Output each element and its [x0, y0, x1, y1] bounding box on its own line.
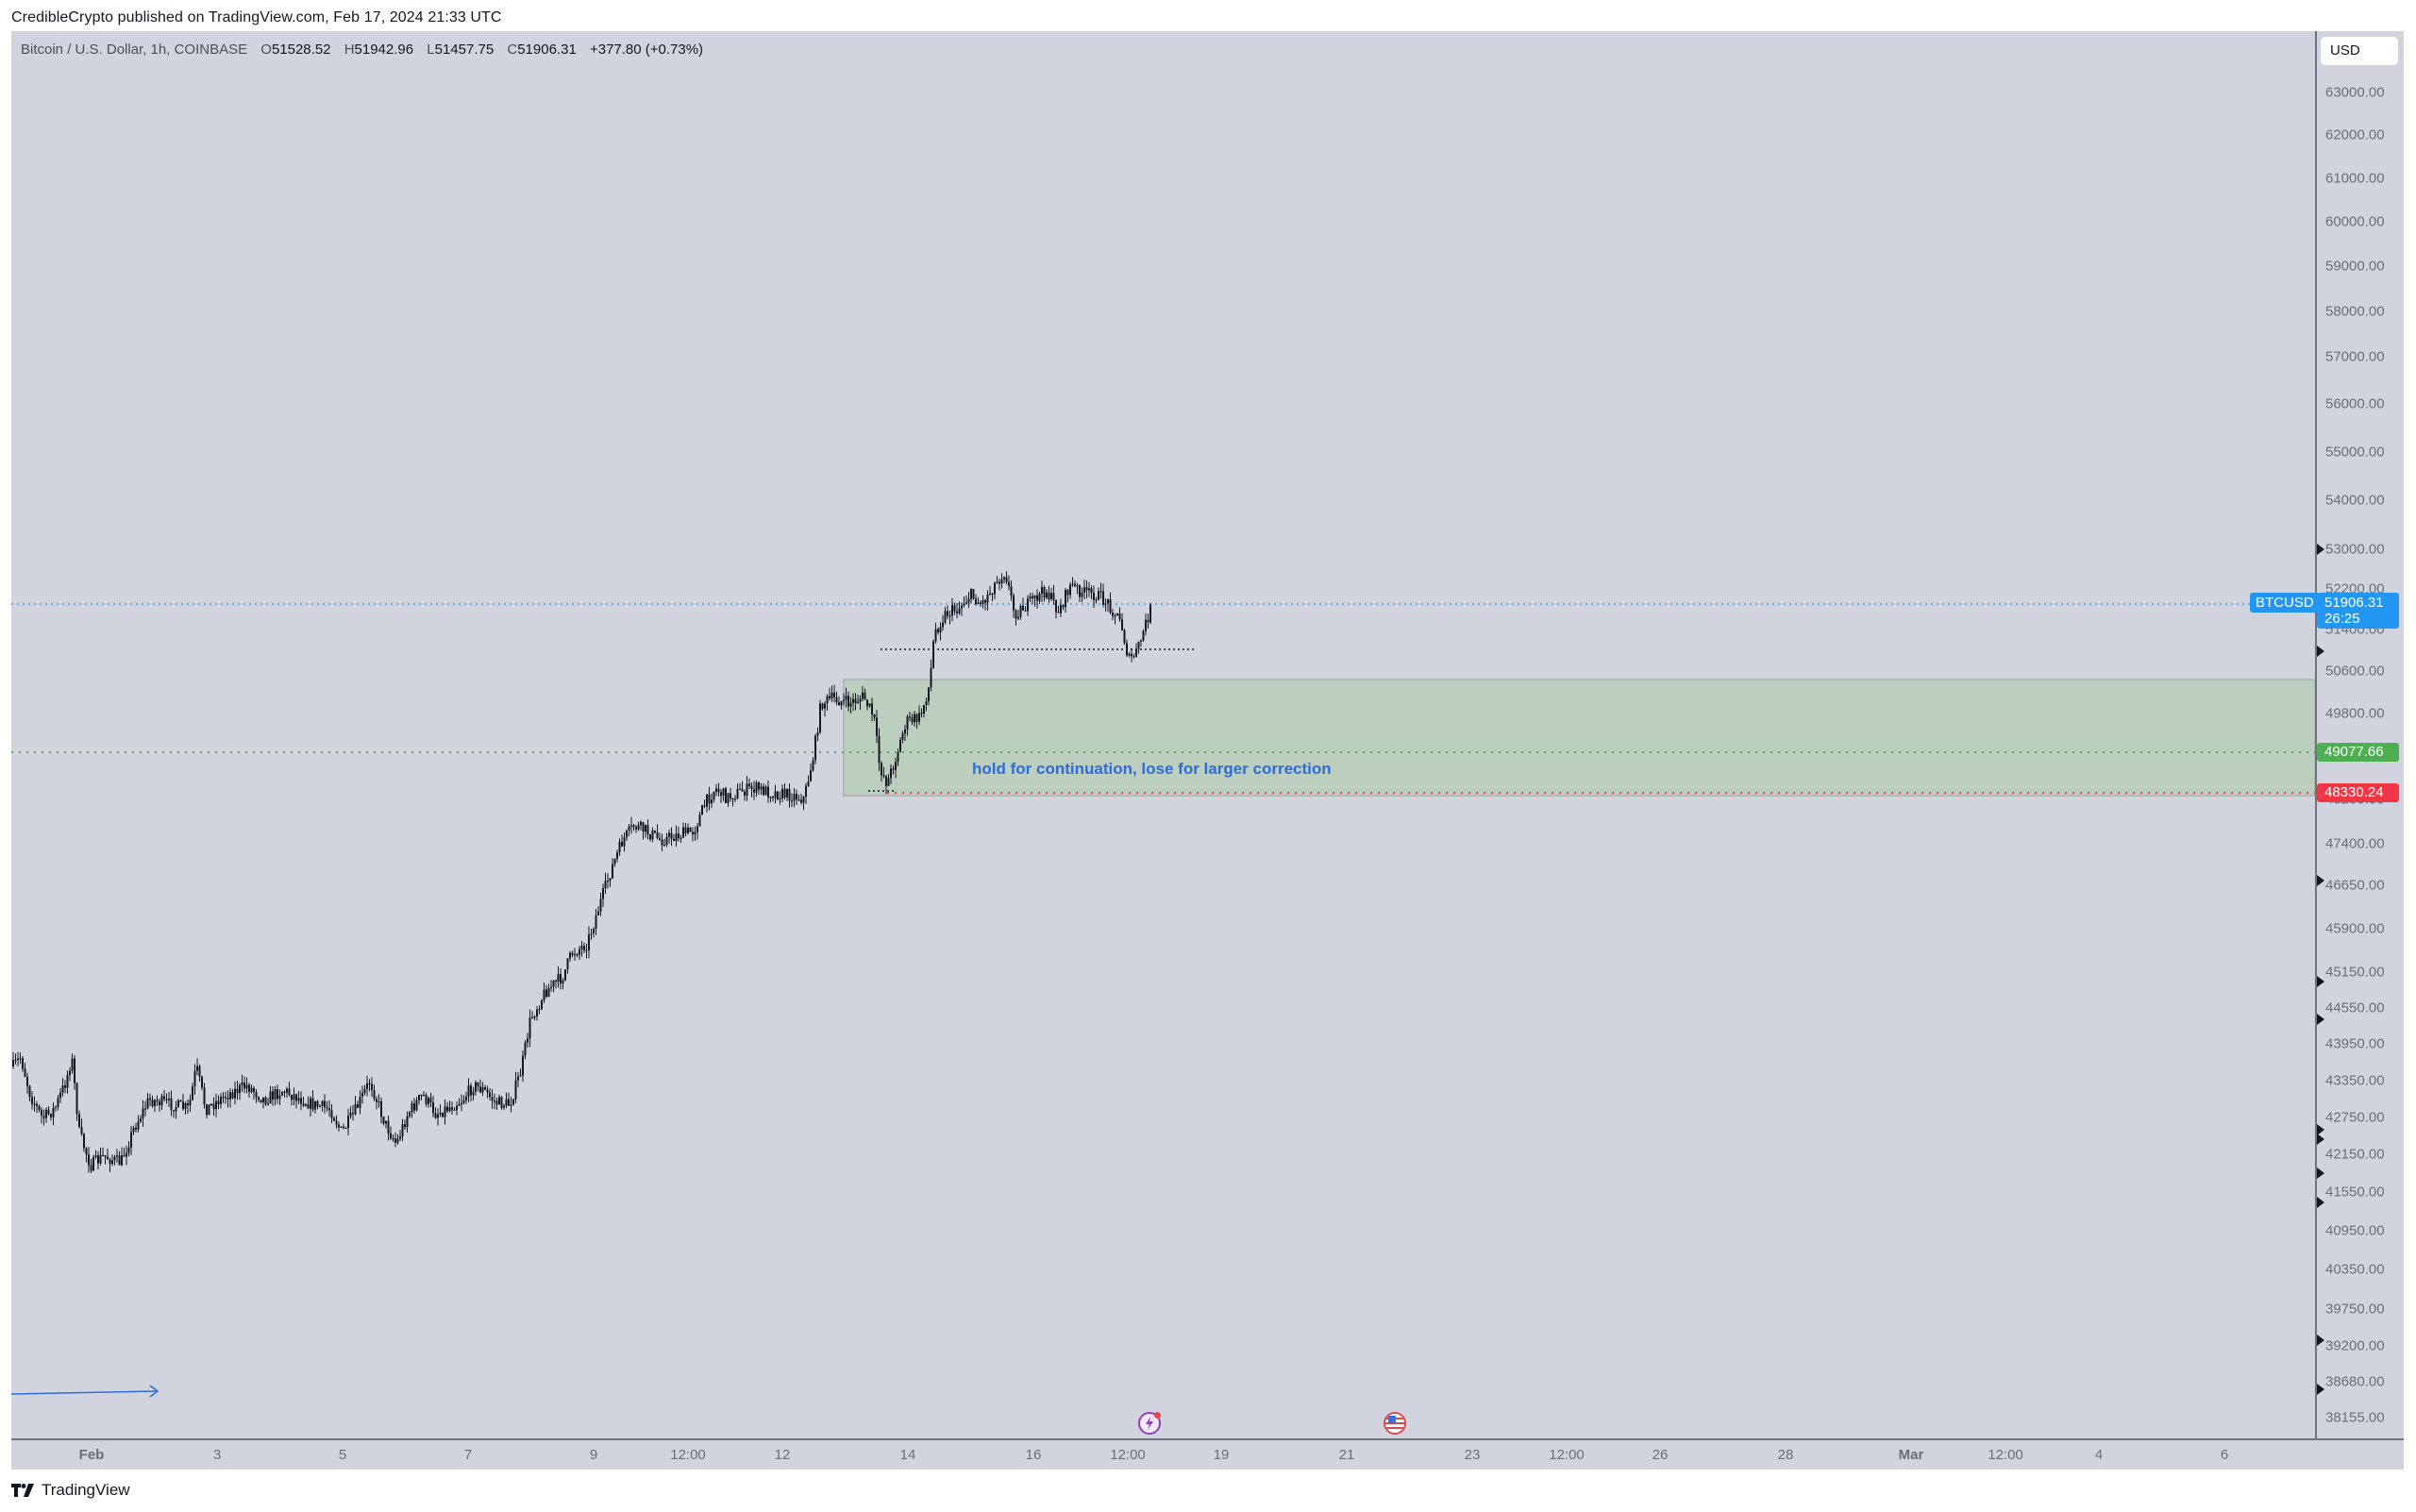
price-tick: 40350.00: [2325, 1261, 2385, 1278]
close-label: C: [507, 42, 518, 58]
alert-marker-icon[interactable]: [2317, 875, 2324, 886]
bar-countdown: 26:25: [2324, 611, 2360, 627]
price-tick: 61000.00: [2325, 170, 2385, 187]
time-tick: 5: [338, 1447, 347, 1463]
price-tick: 50600.00: [2325, 663, 2385, 680]
time-tick: 12:00: [1549, 1447, 1585, 1463]
price-axis[interactable]: [2315, 31, 2406, 1438]
price-tick: 44550.00: [2325, 1000, 2385, 1016]
zone-annotation[interactable]: hold for continuation, lose for larger c…: [972, 760, 1332, 778]
price-tick: 38155.00: [2325, 1409, 2385, 1426]
currency-button[interactable]: USD: [2321, 37, 2398, 65]
time-tick: 19: [1213, 1447, 1230, 1463]
low-label: L: [427, 42, 435, 58]
price-tick: 59000.00: [2325, 258, 2385, 275]
price-tick: 39200.00: [2325, 1337, 2385, 1354]
time-tick: 3: [212, 1447, 222, 1463]
alert-marker-icon[interactable]: [2317, 1197, 2324, 1208]
high-label: H: [344, 42, 355, 58]
time-tick: 7: [463, 1447, 473, 1463]
publisher-caption: CredibleCrypto published on TradingView.…: [11, 9, 502, 25]
price-tick: 54000.00: [2325, 492, 2385, 509]
price-tick: 41550.00: [2325, 1184, 2385, 1201]
support-zone[interactable]: [843, 679, 2316, 797]
price-tick: 60000.00: [2325, 213, 2385, 230]
time-tick: 28: [1777, 1447, 1794, 1463]
time-tick: 12: [774, 1447, 791, 1463]
alert-marker-icon[interactable]: [2317, 1168, 2324, 1179]
price-tick: 63000.00: [2325, 84, 2385, 101]
price-tick: 46650.00: [2325, 877, 2385, 894]
price-tick: 58000.00: [2325, 303, 2385, 320]
price-tick: 45900.00: [2325, 920, 2385, 937]
time-tick: 14: [899, 1447, 916, 1463]
alert-marker-icon[interactable]: [2317, 1384, 2324, 1395]
price-tick: 56000.00: [2325, 395, 2385, 412]
open-label: O: [260, 42, 272, 58]
symbol-price-tag: BTCUSD: [2250, 593, 2320, 613]
tradingview-logo-icon: [11, 1484, 34, 1497]
price-tick: 47400.00: [2325, 835, 2385, 852]
time-tick: 16: [1025, 1447, 1042, 1463]
us-flag-event-icon[interactable]: [1384, 1412, 1406, 1435]
alert-marker-icon[interactable]: [2317, 544, 2324, 555]
price-tick: 43350.00: [2325, 1072, 2385, 1089]
time-tick: 12:00: [1988, 1447, 2023, 1463]
price-tick: 40950.00: [2325, 1222, 2385, 1239]
time-tick: 23: [1464, 1447, 1481, 1463]
last-price-tag: 51906.31 26:25: [2317, 593, 2399, 629]
red-level-tag: 48330.24: [2317, 783, 2399, 802]
blue-arrow-drawing[interactable]: [10, 1385, 159, 1398]
price-tick: 57000.00: [2325, 348, 2385, 365]
price-tick: 55000.00: [2325, 444, 2385, 461]
price-tick: 49800.00: [2325, 705, 2385, 722]
lightning-event-icon[interactable]: [1138, 1412, 1161, 1435]
time-tick: 6: [2220, 1447, 2229, 1463]
time-tick: 12:00: [670, 1447, 706, 1463]
alert-marker-icon[interactable]: [2317, 1124, 2324, 1135]
price-tick: 45150.00: [2325, 964, 2385, 981]
time-tick: 21: [1338, 1447, 1355, 1463]
price-tick: 62000.00: [2325, 126, 2385, 143]
alert-marker-icon[interactable]: [2317, 1014, 2324, 1025]
high-value: 51942.96: [354, 42, 414, 58]
price-tick: 42750.00: [2325, 1109, 2385, 1126]
price-tick: 38680.00: [2325, 1373, 2385, 1390]
time-tick: 12:00: [1110, 1447, 1146, 1463]
time-axis[interactable]: [11, 1438, 2404, 1471]
price-tick: 43950.00: [2325, 1035, 2385, 1052]
close-value: 51906.31: [517, 42, 577, 58]
alert-marker-icon[interactable]: [2317, 646, 2324, 657]
symbol-description[interactable]: Bitcoin / U.S. Dollar, 1h, COINBASE: [21, 42, 248, 58]
last-price-value: 51906.31: [2324, 595, 2384, 611]
alert-marker-icon[interactable]: [2317, 1134, 2324, 1145]
candlesticks: [12, 571, 1151, 1173]
symbol-legend[interactable]: Bitcoin / U.S. Dollar, 1h, COINBASE O515…: [21, 42, 703, 58]
price-tick: 53000.00: [2325, 541, 2385, 558]
green-level-tag: 49077.66: [2317, 743, 2399, 762]
time-tick: 4: [2094, 1447, 2104, 1463]
alert-marker-icon[interactable]: [2317, 976, 2324, 987]
price-tick: 42150.00: [2325, 1146, 2385, 1163]
time-tick: 9: [589, 1447, 598, 1463]
low-value: 51457.75: [434, 42, 495, 58]
footer-brand: TradingView: [42, 1481, 130, 1499]
time-tick: 26: [1652, 1447, 1669, 1463]
open-value: 51528.52: [271, 42, 331, 58]
time-tick: Feb: [78, 1447, 105, 1463]
price-tick: 39750.00: [2325, 1301, 2385, 1318]
time-tick: Mar: [1898, 1447, 1924, 1463]
tradingview-footer[interactable]: TradingView: [11, 1481, 130, 1500]
alert-marker-icon[interactable]: [2317, 1335, 2324, 1346]
change-value: +377.80 (+0.73%): [589, 42, 704, 58]
